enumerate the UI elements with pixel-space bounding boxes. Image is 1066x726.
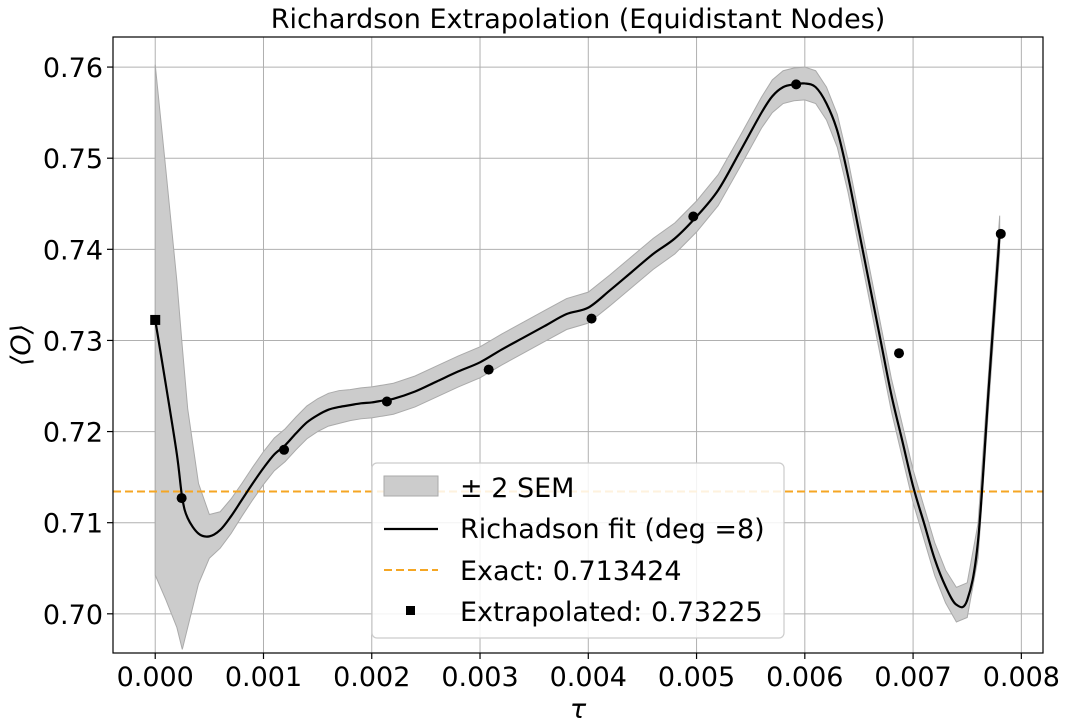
legend-label-fit: Richadson fit (deg =8) (460, 514, 765, 545)
x-tick-label-8: 0.008 (983, 662, 1060, 693)
x-tick-label-2: 0.002 (333, 662, 410, 693)
x-tick-label-6: 0.006 (766, 662, 843, 693)
chart-figure: Richardson Extrapolation (Equidistant No… (0, 0, 1066, 726)
chart-title: Richardson Extrapolation (Equidistant No… (271, 4, 886, 35)
x-tick-label-4: 0.004 (550, 662, 627, 693)
data-point-0 (177, 493, 187, 503)
y-axis-label: ⟨O⟩ (6, 324, 37, 366)
data-point-5 (688, 212, 698, 222)
data-point-8 (996, 229, 1006, 239)
y-tick-label-1: 0.71 (43, 509, 103, 540)
data-point-2 (382, 396, 392, 406)
legend-label-extrapolated: Extrapolated: 0.73225 (460, 597, 763, 628)
x-tick-label-5: 0.005 (658, 662, 735, 693)
y-tick-label-2: 0.72 (43, 418, 103, 449)
data-point-1 (279, 445, 289, 455)
data-point-3 (484, 365, 494, 375)
y-tick-label-0: 0.70 (43, 600, 103, 631)
extrapolated-marker (150, 315, 160, 325)
x-axis-label: τ (570, 694, 587, 725)
data-point-4 (587, 314, 597, 324)
legend-label-exact: Exact: 0.713424 (460, 556, 682, 587)
legend: ± 2 SEM Richadson fit (deg =8) Exact: 0.… (372, 463, 784, 638)
data-point-6 (791, 79, 801, 89)
x-tick-label-0: 0.000 (117, 662, 194, 693)
y-tick-label-5: 0.75 (43, 144, 103, 175)
data-point-7 (894, 348, 904, 358)
y-tick-label-3: 0.73 (43, 326, 103, 357)
legend-extrapolated-swatch (406, 606, 415, 615)
legend-band-swatch (384, 476, 438, 496)
y-tick-label-6: 0.76 (43, 53, 103, 84)
x-tick-label-1: 0.001 (225, 662, 302, 693)
legend-label-band: ± 2 SEM (460, 473, 574, 504)
x-tick-label-3: 0.003 (441, 662, 518, 693)
y-tick-label-4: 0.74 (43, 235, 103, 266)
x-tick-label-7: 0.007 (874, 662, 951, 693)
